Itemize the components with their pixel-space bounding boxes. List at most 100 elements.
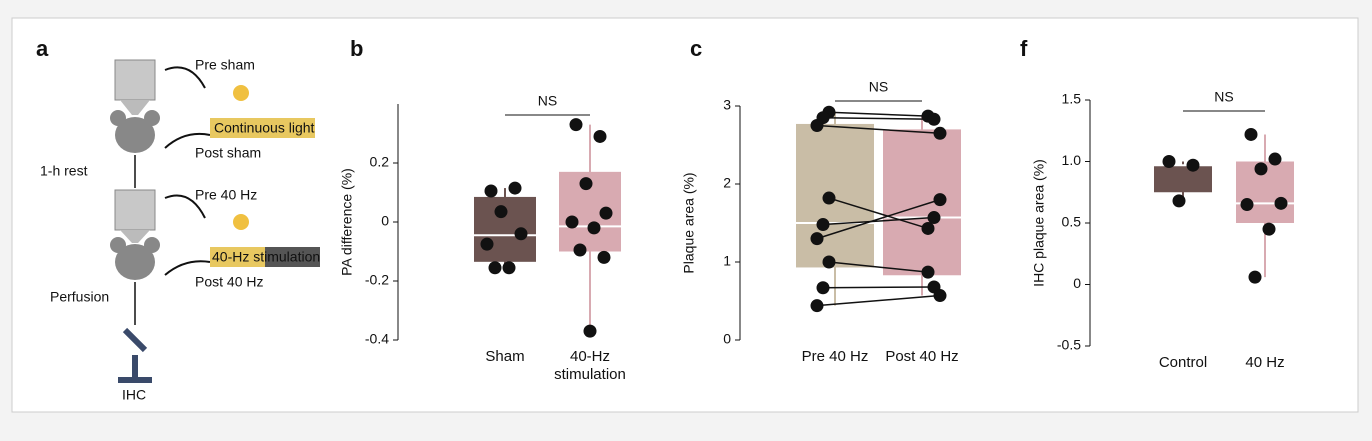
microscope-icon (118, 327, 152, 383)
x-tick-label: Control (1158, 354, 1208, 371)
panel-label: b (350, 36, 363, 61)
point (933, 289, 947, 303)
y-tick-label: 1.0 (1062, 152, 1082, 168)
pair-line (816, 198, 941, 240)
y-tick-label: -0.5 (1057, 337, 1081, 353)
point (1262, 222, 1276, 236)
mouse-ear (110, 110, 126, 126)
text: Perfusion (50, 289, 109, 305)
panel-label: a (36, 36, 49, 61)
point (810, 232, 824, 246)
point (565, 215, 579, 229)
point (599, 206, 613, 220)
y-tick-label: 1 (723, 253, 731, 269)
objective (120, 100, 150, 115)
point (927, 112, 941, 126)
text: Post 40 Hz (195, 274, 263, 290)
box (883, 129, 961, 276)
microscope (114, 59, 156, 101)
y-tick-label: -0.2 (365, 272, 389, 288)
y-tick-label: 2 (723, 175, 731, 191)
text: Post sham (195, 145, 261, 161)
annotation: NS (1214, 89, 1233, 105)
x-tick-label: Post 40 Hz (885, 348, 959, 365)
point (514, 227, 528, 241)
point (927, 211, 941, 225)
pair-line (822, 116, 935, 121)
point (569, 118, 583, 132)
x-tick-label-box: 40-Hz stimulation (554, 348, 626, 383)
x-tick-label-box: Post 40 Hz (885, 348, 959, 365)
point (480, 237, 494, 251)
point (502, 261, 516, 275)
y-tick-label: 3 (723, 97, 731, 113)
point (1268, 152, 1282, 166)
x-tick-label-box: Sham (485, 348, 525, 365)
point (488, 261, 502, 275)
y-tick-label: -0.4 (365, 331, 389, 347)
point (810, 119, 824, 132)
point (822, 255, 836, 269)
x-tick-label: 40-Hz stimulation (554, 348, 626, 383)
point (933, 126, 947, 140)
panel-label: c (690, 36, 702, 61)
point (1254, 162, 1268, 176)
arrow (164, 132, 211, 149)
point (1244, 127, 1258, 141)
text: Continuous light (214, 120, 315, 136)
point (1274, 196, 1288, 210)
point (494, 205, 508, 219)
bulb (233, 85, 249, 101)
arrow (164, 194, 206, 219)
point (597, 250, 611, 264)
microscope (114, 189, 156, 231)
frame (11, 17, 1359, 413)
y-axis-label: Plaque area (%) (681, 172, 697, 273)
point (816, 281, 830, 295)
point (1172, 194, 1186, 208)
point (921, 265, 935, 279)
mouse-ear (110, 237, 126, 253)
point (1248, 270, 1262, 284)
x-tick-label-box: 40 Hz (1245, 354, 1284, 371)
y-axis-label: PA difference (%) (339, 168, 355, 276)
text: Pre sham (195, 57, 255, 73)
light-bar (210, 118, 315, 138)
point (1240, 198, 1254, 212)
y-tick-label: 0 (381, 213, 389, 229)
x-tick-label: Pre 40 Hz (801, 348, 869, 365)
box (1154, 165, 1212, 193)
point (484, 184, 498, 198)
point (583, 324, 597, 338)
x-tick-label: Sham (485, 348, 525, 365)
point (1162, 155, 1176, 168)
y-tick-label: 0 (1073, 275, 1081, 291)
arrow (164, 66, 206, 89)
objective (120, 230, 150, 243)
panel-label: f (1020, 36, 1028, 61)
pair-line (828, 111, 929, 117)
pair-line (822, 216, 935, 226)
point (508, 181, 522, 195)
text: 40-Hz stimulation (212, 249, 320, 265)
point (822, 191, 836, 205)
annotation: NS (538, 93, 557, 109)
x-tick-label-box: Pre 40 Hz (801, 348, 869, 365)
diagram: a Pre sham Continuous light Post sham 1-… (36, 36, 320, 403)
point (933, 193, 947, 207)
y-tick-label: 0.5 (1062, 214, 1082, 230)
point (816, 218, 830, 232)
pair-line (828, 261, 929, 273)
point (593, 129, 607, 143)
mouse-ear (144, 110, 160, 126)
pair-line (822, 286, 935, 289)
y-tick-label: 1.5 (1062, 91, 1082, 107)
pair-line (816, 294, 941, 307)
point (579, 177, 593, 191)
bulb (233, 214, 249, 230)
point (810, 299, 824, 313)
mouse (115, 244, 155, 280)
pair-line (816, 124, 941, 135)
